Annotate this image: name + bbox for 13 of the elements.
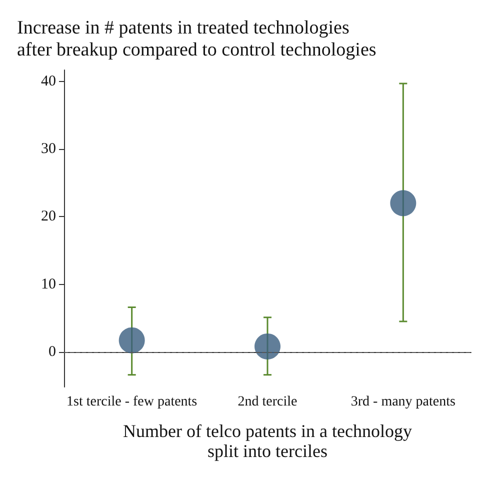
x-tick-label: 1st tercile - few patents: [66, 394, 198, 410]
chart-title: Increase in # patents in treated technologies after breakup compared to control technologies: [17, 18, 376, 60]
point: [254, 333, 280, 360]
y-tick-label: 0: [48, 344, 56, 360]
y-tick-label: 20: [41, 208, 56, 225]
x-axis-title: Number of telco patents in a technology split into terciles: [123, 421, 412, 461]
point: [118, 327, 145, 354]
y-tick-label: 40: [41, 73, 56, 90]
point: [390, 190, 416, 216]
x-tick-label: 2nd tercile: [238, 394, 298, 410]
y-tick-label: 30: [41, 141, 56, 158]
x-tick-label: 3rd - many patents: [350, 394, 456, 410]
y-tick-label: 10: [41, 276, 56, 292]
